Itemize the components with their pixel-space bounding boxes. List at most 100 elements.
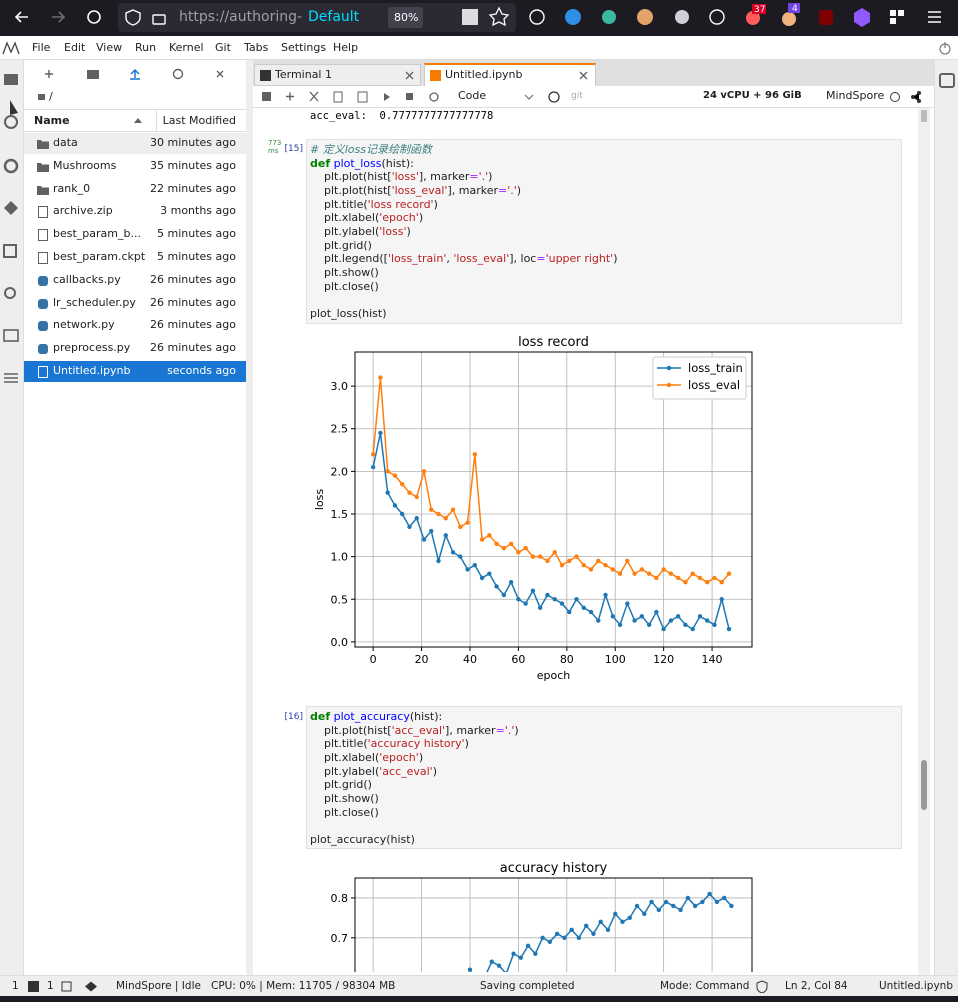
- file-name: Untitled.ipynb: [879, 980, 953, 992]
- property-inspector-icon[interactable]: [935, 60, 958, 100]
- op: =: [536, 252, 546, 266]
- file-name[interactable]: preprocess.py: [53, 341, 131, 355]
- file-name[interactable]: archive.zip: [53, 204, 113, 218]
- menu-item[interactable]: Run: [135, 41, 157, 54]
- menu-item[interactable]: File: [32, 41, 51, 54]
- file-row[interactable]: best_param.ckpt 5 minutes ago: [24, 247, 246, 268]
- menu-item[interactable]: Git: [215, 41, 231, 54]
- git-button[interactable]: git: [571, 91, 583, 101]
- file-row[interactable]: best_param_b... 5 minutes ago: [24, 224, 246, 245]
- right-sidebar: [934, 60, 958, 975]
- menu-item[interactable]: Help: [333, 41, 359, 54]
- file-row[interactable]: rank_0 22 minutes ago: [24, 179, 246, 200]
- file-name[interactable]: network.py: [53, 318, 115, 332]
- menu-item[interactable]: Settings: [281, 41, 327, 54]
- cursor-position: Ln 2, Col 84: [785, 980, 848, 992]
- breadcrumb[interactable]: /: [49, 90, 53, 103]
- file-icon: [38, 252, 48, 264]
- op: =: [469, 170, 479, 184]
- code-line: plt.title('accuracy history'): [310, 737, 469, 751]
- code-line: plt.plot(hist['loss'], marker='.'): [310, 170, 493, 184]
- file-name[interactable]: callbacks.py: [53, 272, 121, 286]
- file-row[interactable]: network.py 26 minutes ago: [24, 315, 246, 336]
- file-row[interactable]: preprocess.py 26 minutes ago: [24, 338, 246, 359]
- file-row[interactable]: archive.zip 3 months ago: [24, 201, 246, 222]
- notebook-icon: [430, 70, 441, 81]
- fn: plot_accuracy: [333, 710, 410, 723]
- cell-type-select[interactable]: Code: [458, 89, 487, 102]
- status-bar: 1 1 MindSpore | Idle CPU: 0% | Mem: 1170…: [0, 975, 958, 996]
- scrollbar[interactable]: [918, 108, 930, 975]
- close-icon[interactable]: [405, 71, 414, 80]
- column-header[interactable]: Last Modified: [162, 114, 236, 127]
- file-row[interactable]: Untitled.ipynb seconds ago: [24, 361, 246, 382]
- file-modified: 3 months ago: [160, 204, 236, 218]
- menu-item[interactable]: Tabs: [244, 41, 269, 54]
- file-row[interactable]: lr_scheduler.py 26 minutes ago: [24, 293, 246, 314]
- code-line: plt.legend(['loss_train', 'loss_eval'], …: [310, 252, 618, 266]
- resource-usage: CPU: 0% | Mem: 11705 / 98304 MB: [211, 980, 396, 992]
- close-icon[interactable]: [579, 71, 588, 80]
- code-cell[interactable]: [306, 139, 902, 324]
- file-row[interactable]: data 30 minutes ago: [24, 133, 246, 154]
- execution-count: [16]: [284, 712, 303, 722]
- notebook-mode: Mode: Command: [660, 980, 750, 992]
- tab-bar: Terminal 1 Untitled.ipynb: [253, 60, 934, 86]
- file-name[interactable]: best_param.ckpt: [53, 250, 146, 263]
- logo: [2, 41, 20, 55]
- str: 'epoch': [379, 211, 419, 225]
- file-name[interactable]: data: [53, 136, 78, 149]
- file-modified: 5 minutes ago: [157, 227, 236, 241]
- op: =: [495, 723, 505, 737]
- file-name[interactable]: Untitled.ipynb: [53, 364, 131, 377]
- menu-item[interactable]: View: [96, 41, 123, 54]
- file-row[interactable]: Mushrooms 35 minutes ago: [24, 156, 246, 177]
- code-line: plt.title('loss record'): [310, 197, 438, 211]
- kernel-name[interactable]: MindSpore: [826, 89, 885, 102]
- kernel-status[interactable]: MindSpore | Idle: [116, 980, 201, 992]
- file-modified: 26 minutes ago: [150, 272, 236, 286]
- power-icon[interactable]: [938, 41, 952, 55]
- menu-item[interactable]: Kernel: [169, 41, 204, 54]
- file-name[interactable]: Mushrooms: [53, 158, 117, 172]
- str: 'loss_eval': [391, 183, 448, 197]
- output-text: acc_eval: 0.7777777777777778: [310, 110, 494, 122]
- tab-title: Terminal 1: [275, 68, 332, 81]
- file-modified: 22 minutes ago: [150, 181, 236, 195]
- menu-item[interactable]: Edit: [64, 41, 86, 54]
- file-modified: 26 minutes ago: [150, 341, 236, 355]
- status-icons: [28, 981, 97, 992]
- trust-icon: [756, 980, 768, 993]
- file-name[interactable]: best_param_b...: [53, 227, 141, 241]
- tab[interactable]: Terminal 1: [254, 64, 421, 86]
- execution-time: 773: [268, 139, 282, 147]
- str: 'epoch': [379, 750, 419, 764]
- code-line: plt.show(): [310, 791, 379, 805]
- url[interactable]: https://authoring-: [179, 9, 303, 25]
- terminal-icon: [260, 70, 271, 81]
- scroll-thumb[interactable]: [921, 760, 927, 810]
- code-line: def plot_loss(hist):: [310, 156, 414, 170]
- file-browser: / Name Last Modified data 30 minutes ago M…: [24, 60, 246, 975]
- file-modified: 26 minutes ago: [150, 295, 236, 309]
- tab-active[interactable]: Untitled.ipynb: [424, 63, 596, 86]
- file-modified: 5 minutes ago: [157, 250, 236, 263]
- fn: plot_loss: [333, 156, 382, 170]
- file-name[interactable]: rank_0: [53, 181, 91, 195]
- file-row[interactable]: callbacks.py 26 minutes ago: [24, 270, 246, 291]
- code-line: plt.show(): [310, 265, 379, 279]
- str: 'accuracy history': [367, 737, 465, 751]
- scroll-thumb[interactable]: [921, 110, 927, 122]
- kw: def: [310, 156, 331, 170]
- file-icon: [37, 140, 49, 149]
- container-name[interactable]: Default: [308, 9, 360, 25]
- code-cell[interactable]: [306, 706, 902, 849]
- column-header[interactable]: Name: [34, 114, 70, 127]
- sort-icon: [134, 118, 142, 123]
- code-line: plt.grid(): [310, 238, 372, 252]
- file-name[interactable]: lr_scheduler.py: [53, 295, 136, 309]
- bottom-edge: [0, 996, 958, 1002]
- zoom-level[interactable]: 80%: [394, 11, 419, 24]
- menu-bar: File Edit View Run Kernel Git Tabs Settings Help: [0, 36, 958, 60]
